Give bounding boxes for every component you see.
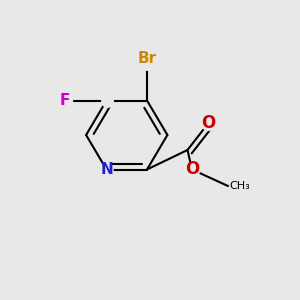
Text: O: O bbox=[201, 114, 216, 132]
Text: O: O bbox=[185, 160, 199, 178]
Text: F: F bbox=[59, 93, 70, 108]
Text: CH₃: CH₃ bbox=[230, 181, 250, 191]
Text: Br: Br bbox=[137, 51, 157, 66]
Text: N: N bbox=[100, 162, 113, 177]
